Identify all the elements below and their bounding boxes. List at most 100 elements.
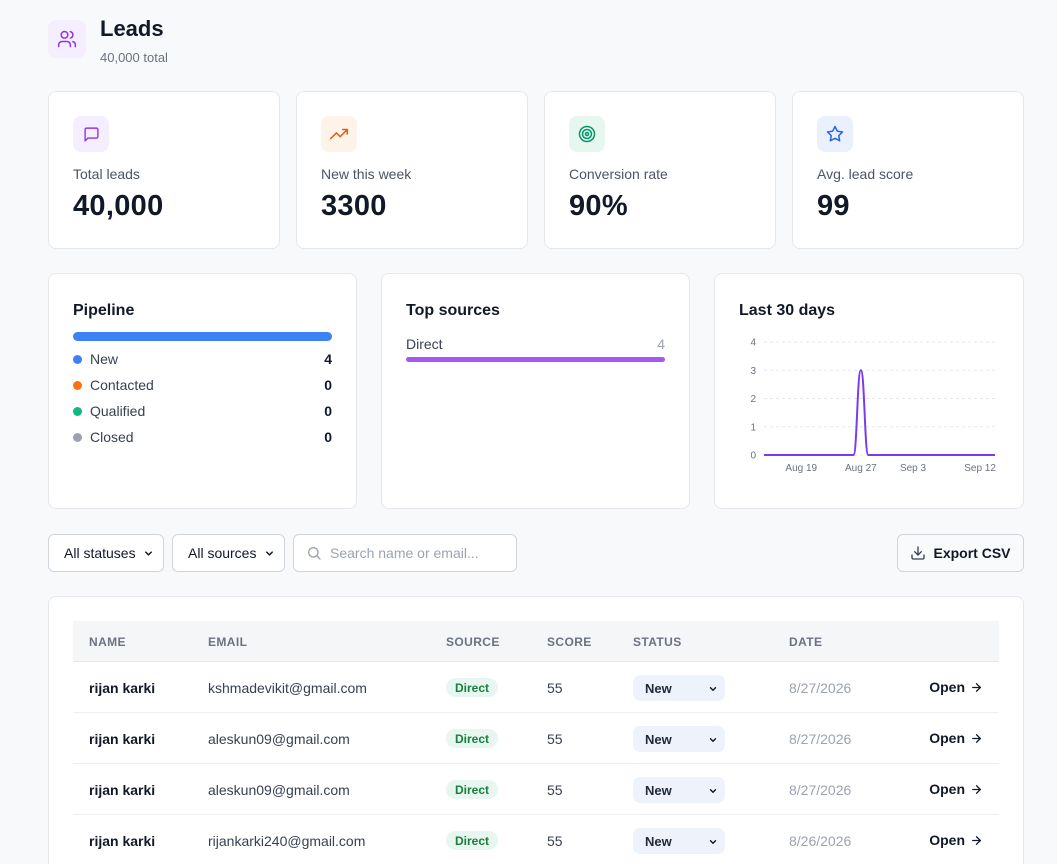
chevron-down-icon (709, 789, 717, 793)
target-icon (569, 116, 605, 152)
pipeline-label: Qualified (90, 403, 146, 419)
y-tick-label: 2 (750, 394, 756, 405)
lead-date: 8/27/2026 (789, 680, 852, 696)
status-select[interactable]: New (633, 828, 725, 854)
column-header-name: NAME (89, 635, 126, 649)
table-row[interactable]: rijan karki kshmadevikit@gmail.com Direc… (73, 662, 999, 713)
open-label: Open (929, 730, 965, 746)
status-select[interactable]: New (633, 777, 725, 803)
stat-value: 90% (569, 190, 628, 222)
status-select[interactable]: New (633, 675, 725, 701)
open-lead-link[interactable]: Open (929, 781, 983, 797)
chevron-down-icon (709, 687, 717, 691)
leads-table: NAME EMAIL SOURCE SCORE STATUS DATE rija… (48, 596, 1024, 864)
pipeline-bar (73, 332, 332, 341)
pipeline-count: 4 (324, 351, 332, 367)
chevron-down-icon (709, 840, 717, 844)
trending-up-icon (321, 116, 357, 152)
stat-card-avg-lead-score: Avg. lead score 99 (792, 91, 1024, 249)
filters-bar: All statuses All sources Export CSV (48, 534, 1024, 572)
arrow-right-icon (972, 682, 981, 692)
source-badge: Direct (446, 780, 499, 799)
series-line (763, 369, 995, 456)
lead-name: rijan karki (89, 833, 156, 849)
chevron-down-icon (145, 551, 152, 556)
pipeline-label: Closed (90, 429, 134, 445)
arrow-right-icon (972, 835, 981, 845)
source-filter-value: All sources (188, 545, 257, 561)
pipeline-item-closed: Closed 0 (73, 429, 332, 445)
status-value: New (645, 680, 672, 696)
download-icon (911, 546, 926, 560)
column-header-date: DATE (789, 635, 823, 649)
y-tick-label: 1 (750, 422, 756, 433)
status-dot (73, 432, 82, 442)
page-title: Leads (100, 16, 164, 41)
y-tick-label: 3 (750, 366, 756, 377)
source-badge: Direct (446, 678, 499, 697)
top-sources-panel: Top sources Direct 4 (381, 273, 690, 509)
x-tick-label: Sep 12 (964, 463, 996, 474)
chart-title: Last 30 days (739, 302, 836, 319)
status-filter-select[interactable]: All statuses (48, 534, 164, 572)
source-badge: Direct (446, 831, 499, 850)
star-icon (817, 116, 853, 152)
status-dot (73, 354, 82, 364)
open-label: Open (929, 781, 965, 797)
open-label: Open (929, 679, 965, 695)
pipeline-item-qualified: Qualified 0 (73, 403, 332, 419)
pipeline-panel: Pipeline New 4 Contacted 0 Qualified 0 C… (48, 273, 357, 509)
source-item-direct: Direct 4 (406, 336, 665, 352)
status-value: New (645, 731, 672, 747)
last-30-days-panel: Last 30 days 0 1 2 3 4 Aug 19 Aug 27 Sep 3 Sep 1… (714, 273, 1024, 509)
status-select[interactable]: New (633, 726, 725, 752)
lead-name: rijan karki (89, 782, 156, 798)
source-badge: Direct (446, 729, 499, 748)
x-tick-label: Aug 27 (845, 463, 877, 474)
stat-label: Conversion rate (569, 166, 668, 182)
stat-card-total-leads: Total leads 40,000 (48, 91, 280, 249)
status-value: New (645, 782, 672, 798)
stat-label: Avg. lead score (817, 166, 914, 182)
users-icon (48, 20, 86, 58)
lead-date: 8/27/2026 (789, 782, 852, 798)
search-box (293, 534, 517, 572)
search-icon (308, 547, 321, 560)
lead-email: aleskun09@gmail.com (208, 731, 350, 747)
chevron-down-icon (709, 738, 717, 742)
pipeline-label: Contacted (90, 377, 154, 393)
table-header: NAME EMAIL SOURCE SCORE STATUS DATE (73, 621, 999, 662)
pipeline-count: 0 (324, 403, 332, 419)
column-header-score: SCORE (547, 635, 592, 649)
lead-name: rijan karki (89, 680, 156, 696)
lead-score: 55 (547, 680, 563, 696)
trend-chart: 0 1 2 3 4 Aug 19 Aug 27 Sep 3 Sep 12 (750, 338, 996, 475)
page-subtitle: 40,000 total (100, 50, 168, 65)
open-lead-link[interactable]: Open (929, 832, 983, 848)
stat-label: New this week (321, 166, 412, 182)
table-row[interactable]: rijan karki aleskun09@gmail.com Direct 5… (73, 764, 999, 815)
open-lead-link[interactable]: Open (929, 730, 983, 746)
y-tick-label: 4 (750, 338, 756, 349)
page-header: Leads 40,000 total (48, 16, 168, 65)
table-row[interactable]: rijan karki aleskun09@gmail.com Direct 5… (73, 713, 999, 764)
pipeline-label: New (90, 351, 119, 367)
lead-date: 8/27/2026 (789, 731, 852, 747)
lead-email: aleskun09@gmail.com (208, 782, 350, 798)
search-input[interactable] (330, 545, 510, 561)
pipeline-count: 0 (324, 377, 332, 393)
status-value: New (645, 833, 672, 849)
export-csv-button[interactable]: Export CSV (897, 534, 1024, 572)
lead-email: rijankarki240@gmail.com (208, 833, 366, 849)
pipeline-count: 0 (324, 429, 332, 445)
lead-score: 55 (547, 833, 563, 849)
column-header-source: SOURCE (446, 635, 500, 649)
x-tick-label: Aug 19 (785, 463, 817, 474)
column-header-email: EMAIL (208, 635, 248, 649)
stat-value: 3300 (321, 190, 387, 222)
table-row[interactable]: rijan karki rijankarki240@gmail.com Dire… (73, 815, 999, 864)
stat-label: Total leads (73, 166, 140, 182)
source-filter-select[interactable]: All sources (172, 534, 285, 572)
pipeline-item-new: New 4 (73, 351, 332, 367)
open-lead-link[interactable]: Open (929, 679, 983, 695)
